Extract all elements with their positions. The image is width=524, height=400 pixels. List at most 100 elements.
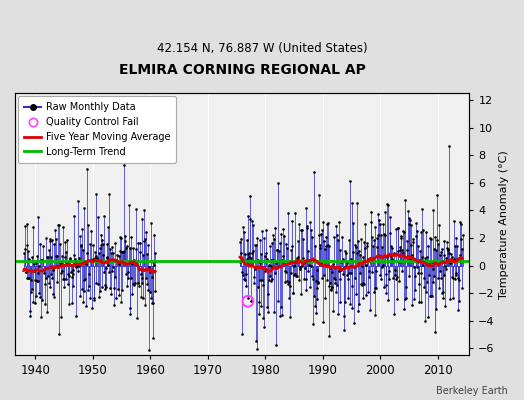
- Point: [87, 228, 95, 234]
- Point: [324, 242, 332, 248]
- Point: [353, 249, 362, 256]
- Point: [281, 279, 289, 286]
- Point: [138, 216, 147, 222]
- Point: [376, 272, 384, 279]
- Point: [91, 254, 99, 261]
- Point: [344, 237, 353, 244]
- Point: [374, 210, 382, 217]
- Point: [75, 263, 83, 270]
- Point: [398, 268, 407, 274]
- Point: [382, 281, 390, 288]
- Point: [312, 278, 320, 284]
- Point: [113, 286, 122, 292]
- Point: [137, 271, 145, 278]
- Point: [314, 279, 323, 285]
- Point: [150, 232, 158, 238]
- Point: [22, 268, 30, 275]
- Point: [423, 314, 432, 320]
- Point: [321, 295, 329, 301]
- Point: [45, 246, 53, 253]
- Point: [89, 242, 97, 248]
- Point: [420, 275, 429, 281]
- Point: [268, 240, 276, 247]
- Point: [394, 224, 402, 231]
- Point: [241, 276, 249, 283]
- Point: [332, 289, 340, 296]
- Point: [143, 281, 151, 287]
- Point: [137, 275, 146, 281]
- Point: [405, 273, 413, 279]
- Point: [267, 257, 275, 263]
- Point: [368, 255, 377, 262]
- Point: [444, 142, 453, 149]
- Point: [285, 279, 293, 286]
- Point: [295, 221, 303, 227]
- Point: [379, 221, 387, 227]
- Point: [118, 249, 126, 255]
- Point: [321, 246, 330, 252]
- Point: [247, 255, 256, 261]
- Point: [455, 277, 464, 283]
- Point: [99, 241, 107, 247]
- Point: [28, 254, 36, 260]
- Point: [127, 234, 136, 240]
- Point: [435, 252, 444, 258]
- Point: [332, 282, 341, 289]
- Point: [20, 266, 28, 272]
- Point: [351, 241, 359, 248]
- Point: [92, 253, 100, 260]
- Point: [131, 279, 139, 286]
- Point: [340, 326, 348, 333]
- Point: [360, 281, 368, 287]
- Point: [51, 264, 59, 270]
- Point: [84, 222, 93, 228]
- Point: [135, 283, 143, 290]
- Point: [67, 268, 75, 275]
- Point: [396, 244, 405, 250]
- Point: [296, 264, 304, 270]
- Point: [358, 282, 366, 288]
- Point: [307, 263, 315, 270]
- Point: [283, 244, 291, 251]
- Point: [69, 283, 77, 290]
- Point: [38, 257, 47, 264]
- Point: [133, 258, 141, 264]
- Point: [113, 252, 121, 259]
- Point: [101, 286, 110, 292]
- Point: [99, 252, 107, 258]
- Point: [412, 220, 420, 226]
- Point: [352, 291, 360, 297]
- Point: [147, 220, 155, 226]
- Point: [292, 259, 301, 265]
- Point: [310, 293, 318, 299]
- Point: [125, 202, 133, 208]
- Point: [39, 243, 47, 249]
- Point: [447, 251, 455, 257]
- Point: [440, 252, 449, 258]
- Point: [277, 256, 286, 263]
- Point: [265, 262, 274, 268]
- Point: [450, 218, 458, 224]
- Point: [430, 246, 438, 252]
- Point: [49, 267, 57, 274]
- Point: [73, 263, 81, 269]
- Point: [291, 271, 300, 277]
- Point: [132, 246, 140, 252]
- Point: [281, 268, 290, 274]
- Point: [109, 264, 117, 271]
- Point: [361, 245, 369, 251]
- Point: [240, 276, 248, 282]
- Point: [48, 237, 56, 243]
- Point: [371, 224, 379, 230]
- Point: [71, 258, 79, 264]
- Point: [148, 274, 156, 280]
- Point: [405, 214, 413, 221]
- Point: [451, 272, 460, 278]
- Point: [302, 276, 311, 282]
- Point: [271, 270, 279, 276]
- Point: [248, 218, 256, 224]
- Point: [442, 255, 450, 261]
- Point: [387, 253, 395, 259]
- Point: [28, 299, 37, 306]
- Point: [385, 276, 394, 282]
